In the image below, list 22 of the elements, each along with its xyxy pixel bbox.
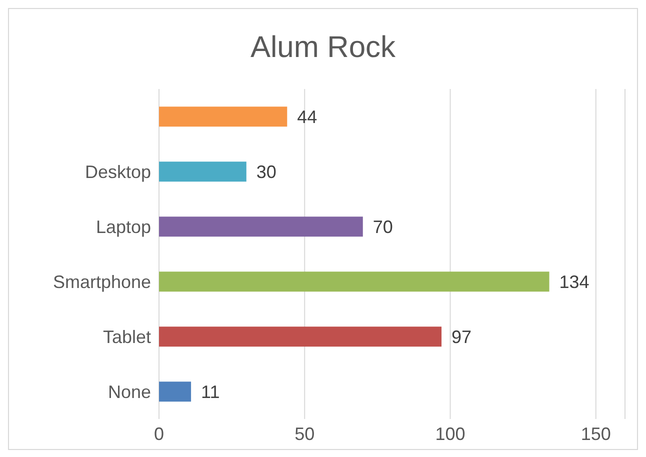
data-label: 30 bbox=[256, 162, 276, 182]
data-label: 11 bbox=[201, 382, 220, 402]
x-tick-label: 0 bbox=[154, 424, 164, 444]
x-tick-label: 50 bbox=[294, 424, 315, 444]
data-label: 97 bbox=[452, 326, 472, 347]
bar bbox=[159, 382, 192, 402]
x-tick-label: 150 bbox=[580, 424, 611, 444]
bar bbox=[159, 162, 246, 182]
bar bbox=[159, 272, 550, 292]
bar bbox=[159, 216, 363, 237]
data-label: 70 bbox=[372, 216, 393, 237]
y-tick-label: Smartphone bbox=[52, 272, 151, 292]
y-tick-label: Desktop bbox=[84, 162, 151, 182]
x-tick-label: 100 bbox=[435, 424, 466, 444]
y-tick-label: None bbox=[108, 382, 151, 402]
data-label: 44 bbox=[297, 106, 318, 127]
bar bbox=[159, 326, 442, 347]
y-tick-label: Laptop bbox=[96, 216, 151, 237]
bar bbox=[159, 106, 288, 127]
y-tick-label: Tablet bbox=[102, 326, 151, 347]
data-label: 134 bbox=[559, 272, 590, 292]
chart-title: Alum Rock bbox=[249, 31, 397, 66]
